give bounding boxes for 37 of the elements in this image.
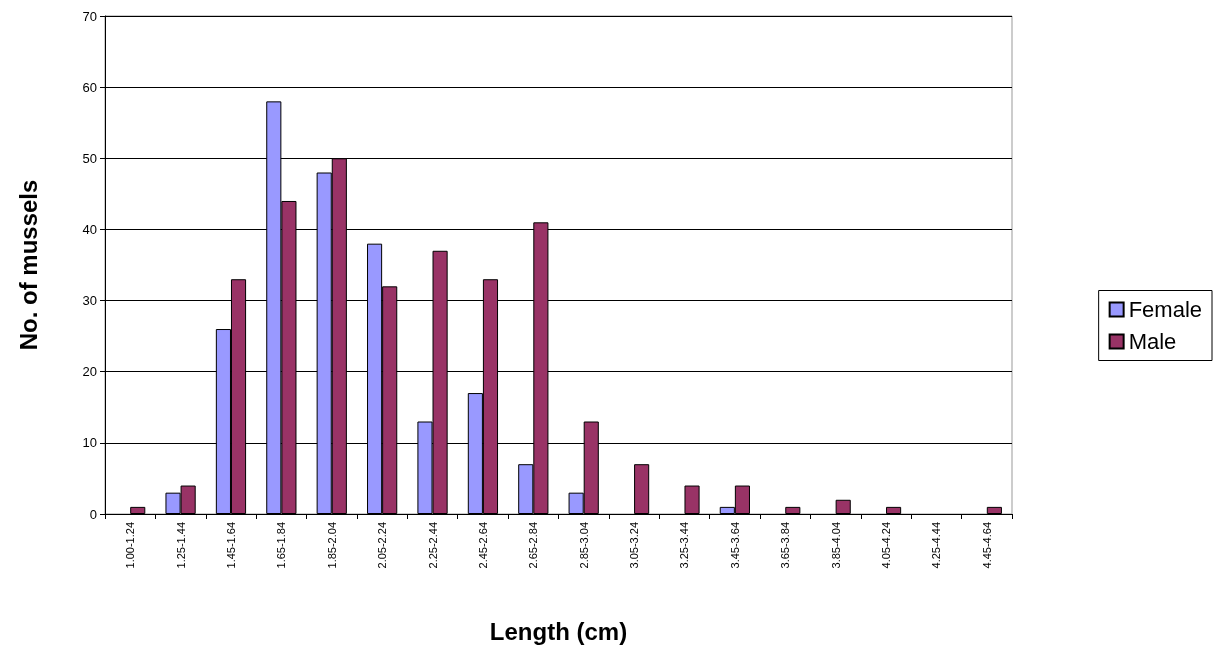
x-tick-label: 2.25-2.44: [426, 522, 439, 569]
y-tick-label: 70: [82, 8, 97, 24]
legend-label: Female: [1128, 297, 1202, 322]
x-tick-label: 4.25-4.44: [930, 522, 943, 569]
bar: [986, 506, 1002, 514]
y-tick-label: 0: [89, 506, 97, 522]
x-tick-label: 3.45-3.64: [728, 522, 741, 569]
y-tick-label: 40: [82, 221, 97, 237]
bar: [130, 506, 146, 514]
y-axis-title: No. of mussels: [14, 179, 42, 351]
x-tick-label: 1.45-1.64: [224, 522, 237, 569]
x-tick-label: 3.25-3.44: [678, 522, 691, 569]
x-axis-title: Length (cm): [489, 617, 628, 645]
bar: [684, 485, 700, 514]
x-tick-label: 2.85-3.04: [577, 522, 590, 569]
x-tick-label: 4.05-4.24: [880, 522, 893, 569]
y-tick-label: 20: [82, 364, 97, 380]
x-tick-label: 3.05-3.24: [628, 522, 641, 569]
bar: [835, 499, 851, 514]
x-tick-label: 2.05-2.24: [376, 522, 389, 569]
y-tick-label: 10: [82, 435, 97, 451]
y-tick-label: 60: [82, 79, 97, 95]
x-tick-label: 1.25-1.44: [174, 522, 187, 569]
x-tick-label: 1.00-1.24: [124, 522, 137, 569]
y-tick-label: 50: [82, 150, 97, 166]
bar: [785, 506, 801, 514]
x-tick-label: 3.65-3.84: [779, 522, 792, 569]
x-tick-label: 1.85-2.04: [325, 522, 338, 569]
x-tick-label: 4.45-4.64: [980, 522, 993, 569]
x-tick-label: 3.85-4.04: [829, 522, 842, 569]
bar: [634, 464, 650, 514]
y-tick-label: 30: [82, 293, 97, 309]
bar: [886, 506, 902, 514]
x-tick-label: 1.65-1.84: [275, 522, 288, 569]
x-tick-label: 2.45-2.64: [476, 522, 489, 569]
x-tick-label: 2.65-2.84: [527, 522, 540, 569]
legend-label: Male: [1128, 329, 1177, 354]
